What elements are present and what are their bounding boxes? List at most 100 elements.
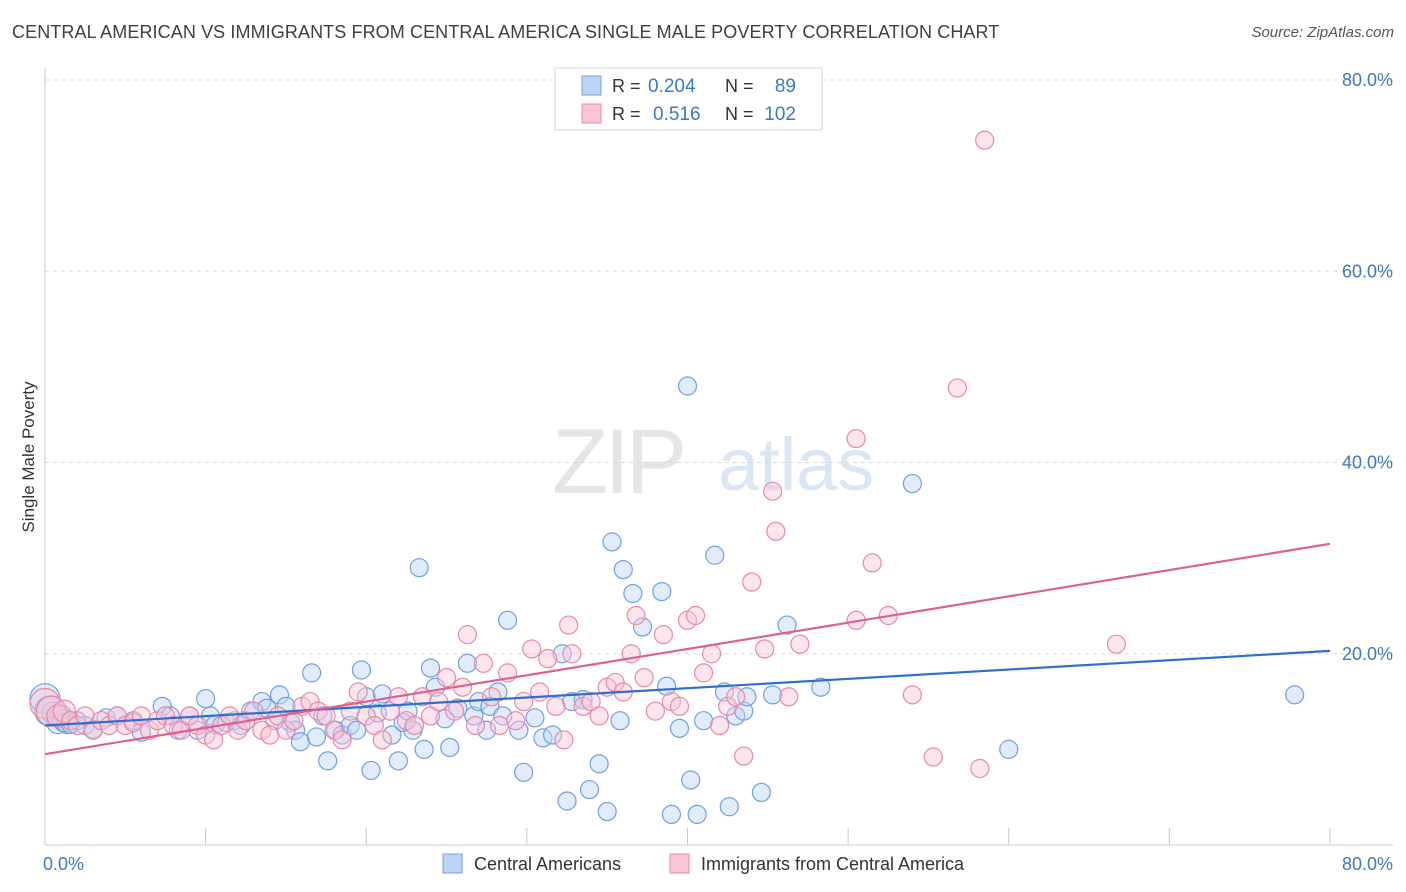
pink-point-60 — [506, 711, 526, 731]
legend-r-value-pink: 0.516 — [653, 104, 701, 125]
legend-swatch-blue — [581, 75, 602, 96]
pink-point-55 — [465, 715, 486, 736]
pink-point-89 — [734, 746, 754, 766]
pink-point-31 — [276, 720, 296, 740]
blue-point-84 — [632, 617, 653, 637]
pink-point-43 — [372, 730, 392, 750]
pink-point-88 — [726, 687, 746, 707]
blue-point-81 — [610, 711, 630, 731]
blue-point-36 — [306, 727, 327, 747]
pink-point-2 — [46, 704, 70, 728]
blue-point-98 — [737, 687, 757, 707]
pink-point-68 — [562, 644, 582, 664]
pink-point-70 — [581, 691, 601, 712]
legend-swatch-pink — [581, 103, 602, 124]
pink-point-22 — [204, 730, 224, 750]
gridlines — [45, 79, 1393, 655]
trend-line-immigrants — [44, 542, 1331, 756]
pink-point-100 — [902, 685, 922, 705]
blue-point-99 — [751, 782, 771, 803]
pink-point-27 — [244, 701, 264, 721]
blue-point-42 — [347, 720, 367, 740]
pink-point-16 — [155, 706, 176, 726]
blue-point-55 — [420, 658, 441, 678]
bottom-legend-label-pink: Immigrants from Central America — [701, 854, 965, 874]
blue-point-79 — [597, 801, 617, 822]
legend-n-value-pink: 102 — [764, 104, 796, 125]
blue-point-43 — [351, 660, 372, 680]
y-tick-label-40: 40.0% — [1342, 453, 1393, 473]
pink-point-52 — [444, 701, 465, 721]
pink-point-92 — [763, 481, 783, 501]
pink-point-93 — [766, 521, 786, 541]
blue-point-67 — [498, 610, 518, 630]
chart-source: Source: ZipAtlas.com — [1251, 24, 1394, 41]
y-axis-label: Single Male Poverty — [19, 381, 38, 533]
blue-point-60 — [457, 653, 478, 673]
blue-point-82 — [613, 559, 633, 580]
blue-point-102 — [811, 677, 831, 697]
axes — [44, 68, 1393, 846]
blue-point-73 — [552, 644, 572, 664]
pink-point-83 — [685, 605, 706, 626]
blue-point-35 — [302, 663, 322, 683]
legend-n-label-blue: N = — [725, 76, 754, 96]
bottom-legend-swatch-pink — [669, 853, 690, 874]
blue-point-70 — [525, 708, 545, 728]
y-tick-label-60: 60.0% — [1342, 261, 1393, 281]
pink-point-3 — [52, 699, 76, 723]
blue-point-86 — [657, 676, 677, 696]
pink-point-101 — [923, 747, 943, 767]
pink-point-56 — [473, 653, 494, 673]
blue-point-74 — [557, 791, 577, 811]
blue-point-63 — [477, 720, 497, 740]
blue-point-33 — [285, 720, 306, 740]
blue-point-69 — [514, 762, 534, 782]
blue-point-100 — [763, 685, 783, 705]
blue-point-92 — [693, 711, 714, 731]
blue-point-64 — [480, 696, 500, 716]
blue-point-83 — [623, 583, 643, 604]
watermark-atlas: atlas — [718, 423, 874, 506]
blue-point-101 — [777, 615, 797, 635]
x-tick-label-max: 80.0% — [1342, 854, 1393, 874]
pink-point-63 — [530, 682, 550, 702]
pink-point-66 — [554, 730, 574, 750]
blue-point-57 — [435, 709, 455, 729]
blue-point-53 — [409, 558, 429, 578]
pink-point-64 — [538, 648, 558, 669]
blue-point-45 — [361, 760, 381, 781]
blue-point-49 — [388, 751, 408, 771]
pink-point-49 — [420, 706, 441, 726]
pink-point-87 — [718, 696, 738, 716]
blue-point-89 — [677, 376, 698, 396]
pink-point-51 — [436, 668, 457, 688]
pink-point-105 — [1106, 634, 1126, 654]
bottom-legend: Central Americans Immigrants from Centra… — [442, 853, 965, 874]
blue-point-104 — [999, 739, 1019, 759]
pink-point-95 — [790, 634, 810, 654]
pink-point-103 — [970, 758, 990, 779]
blue-point-58 — [440, 737, 460, 758]
trend-lines — [44, 542, 1331, 756]
blue-point-95 — [719, 797, 739, 817]
blue-point-88 — [669, 718, 690, 738]
blue-point-34 — [290, 732, 310, 752]
pink-point-54 — [457, 625, 478, 645]
pink-point-81 — [669, 696, 690, 716]
pink-point-84 — [693, 663, 714, 683]
blue-point-90 — [681, 770, 701, 790]
pink-point-71 — [589, 706, 609, 726]
trend-line-central-americans — [44, 649, 1331, 727]
x-tick-label-min: 0.0% — [43, 854, 84, 874]
pink-point-36 — [316, 706, 336, 726]
pink-point-94 — [779, 687, 799, 707]
legend-n-label-pink: N = — [725, 104, 754, 124]
pink-point-90 — [742, 572, 762, 592]
blue-point-94 — [714, 682, 735, 702]
blue-point-48 — [382, 725, 402, 745]
blue-point-91 — [687, 804, 707, 825]
top-legend: R = 0.204 N = 89 R = 0.516 N = 102 — [554, 67, 823, 131]
blue-point-38 — [318, 751, 338, 771]
